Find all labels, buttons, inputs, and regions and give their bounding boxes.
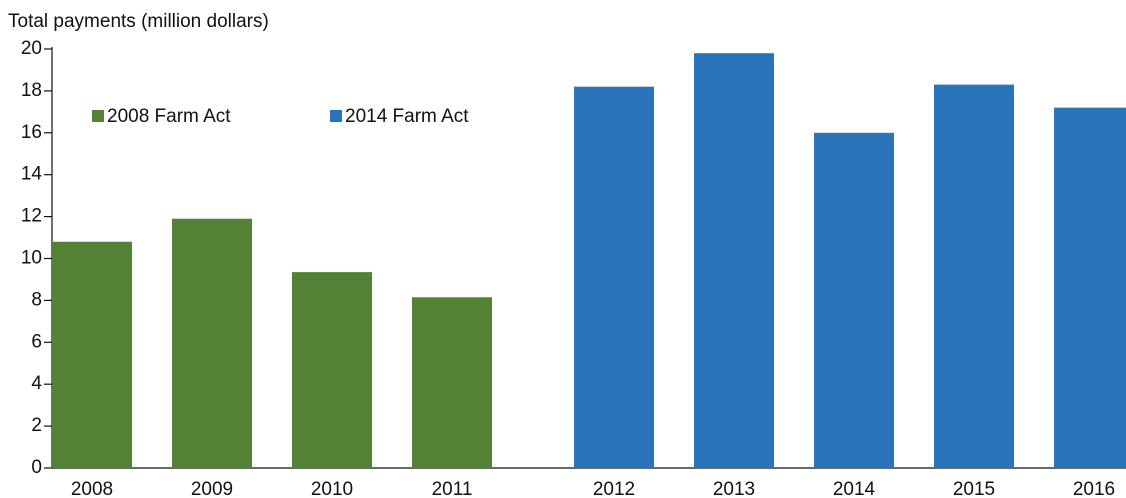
bar: [814, 132, 894, 469]
bar: [52, 241, 132, 468]
y-tick-label: 6: [31, 331, 42, 352]
y-tick-label: 14: [21, 164, 43, 185]
bar: [694, 53, 774, 468]
x-tick-label: 2008: [71, 479, 113, 498]
y-tick-label: 12: [21, 206, 42, 227]
x-tick-label: 2016: [1073, 479, 1115, 498]
x-tick-label: 2009: [191, 479, 233, 498]
bar: [1054, 107, 1126, 468]
y-tick-label: 20: [21, 38, 42, 59]
legend-label: 2014 Farm Act: [345, 106, 469, 127]
bar: [934, 84, 1014, 469]
y-tick-label: 8: [31, 289, 42, 310]
bar: [172, 218, 252, 468]
legend-swatch: [92, 110, 104, 122]
y-tick-label: 10: [21, 248, 42, 269]
y-tick-label: 0: [31, 457, 42, 478]
x-tick-label: 2010: [311, 479, 353, 498]
x-tick-label: 2011: [432, 479, 473, 498]
x-tick-label: 2014: [833, 479, 876, 498]
x-tick-label: 2015: [953, 479, 995, 498]
legend-swatch: [330, 110, 342, 122]
bar: [292, 272, 372, 468]
x-tick-label: 2012: [593, 479, 635, 498]
legend-label: 2008 Farm Act: [107, 106, 231, 127]
y-tick-label: 4: [31, 373, 42, 394]
y-tick-label: 18: [21, 80, 42, 101]
y-tick-label: 16: [21, 122, 42, 143]
y-axis-title: Total payments (million dollars): [8, 11, 269, 32]
bar: [412, 297, 492, 468]
x-tick-label: 2013: [713, 479, 755, 498]
bar: [574, 86, 654, 469]
y-tick-label: 2: [31, 415, 42, 436]
